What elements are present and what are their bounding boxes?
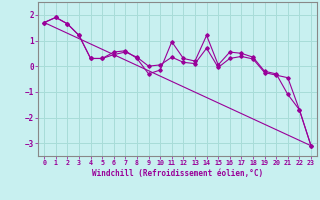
- X-axis label: Windchill (Refroidissement éolien,°C): Windchill (Refroidissement éolien,°C): [92, 169, 263, 178]
